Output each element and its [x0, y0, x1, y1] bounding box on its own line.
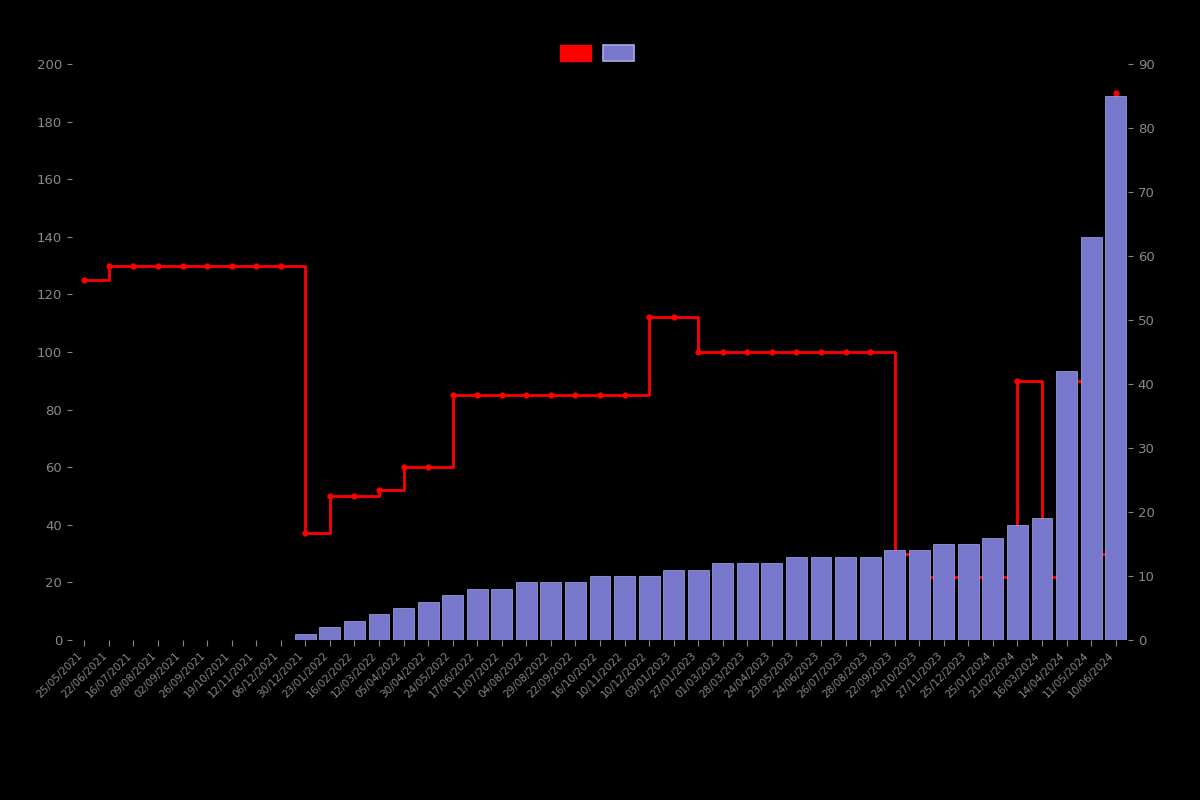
Bar	[589, 576, 611, 640]
Bar	[491, 589, 512, 640]
Bar	[713, 563, 733, 640]
Bar	[934, 544, 954, 640]
Bar	[1081, 237, 1102, 640]
Bar	[368, 614, 390, 640]
Legend: , : ,	[554, 39, 646, 66]
Bar	[835, 557, 856, 640]
Bar	[983, 538, 1003, 640]
Bar	[810, 557, 832, 640]
Bar	[319, 627, 341, 640]
Bar	[762, 563, 782, 640]
Bar	[1056, 371, 1078, 640]
Bar	[1032, 518, 1052, 640]
Bar	[958, 544, 979, 640]
Bar	[418, 602, 438, 640]
Bar	[786, 557, 806, 640]
Bar	[565, 582, 586, 640]
Bar	[908, 550, 930, 640]
Bar	[1007, 525, 1028, 640]
Bar	[884, 550, 905, 640]
Bar	[443, 595, 463, 640]
Bar	[516, 582, 536, 640]
Bar	[737, 563, 757, 640]
Bar	[664, 570, 684, 640]
Bar	[859, 557, 881, 640]
Bar	[688, 570, 709, 640]
Bar	[614, 576, 635, 640]
Bar	[344, 621, 365, 640]
Bar	[540, 582, 562, 640]
Bar	[1105, 96, 1126, 640]
Bar	[467, 589, 487, 640]
Bar	[394, 608, 414, 640]
Bar	[295, 634, 316, 640]
Bar	[638, 576, 660, 640]
